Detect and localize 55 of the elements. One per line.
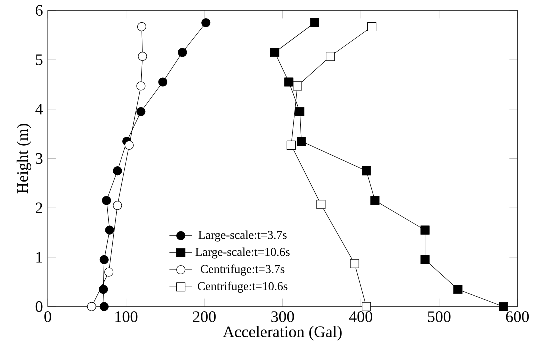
point: [100, 255, 109, 265]
point: [284, 78, 294, 87]
point: [100, 302, 109, 312]
point: [113, 201, 122, 210]
point: [362, 302, 372, 312]
x-tick-label: 0: [44, 312, 52, 322]
point: [350, 259, 360, 268]
y-tick-label: 4: [36, 104, 44, 115]
point: [286, 140, 296, 150]
point: [326, 52, 336, 62]
y-tick-label: 6: [36, 5, 43, 16]
y-tick-label: 2: [36, 202, 42, 214]
point: [136, 82, 146, 91]
x-tick-label: 500: [428, 312, 451, 322]
x-tick-label: 100: [116, 312, 138, 322]
x-tick-label: 200: [193, 312, 216, 322]
y-axis-title: Height (m): [16, 124, 32, 194]
point: [270, 48, 280, 58]
y-tick-label: 5: [36, 54, 43, 66]
x-tick-label: 400: [349, 312, 372, 322]
legend-label: Centrifuge:t=3.7s: [201, 264, 285, 276]
point: [316, 200, 326, 210]
point: [87, 302, 96, 312]
point: [104, 268, 114, 277]
point: [113, 166, 122, 176]
point: [297, 137, 306, 146]
point: [105, 226, 114, 235]
point: [138, 52, 148, 62]
point: [293, 82, 302, 91]
point: [499, 302, 508, 312]
point: [99, 285, 108, 294]
point: [137, 22, 146, 32]
point: [136, 107, 146, 116]
point: [454, 285, 463, 294]
y-tick-label: 0: [36, 302, 43, 312]
x-axis-title: Acceleration (Gal): [223, 326, 342, 341]
x-tick-label: 300: [272, 312, 294, 322]
point: [368, 22, 377, 32]
point: [158, 78, 168, 87]
point: [124, 140, 134, 150]
point: [362, 166, 372, 176]
y-tick-label: 3: [36, 153, 43, 164]
point: [296, 107, 305, 116]
point: [370, 196, 380, 206]
point: [420, 226, 430, 235]
legend-label: Centrifuge:t=10.6s: [198, 282, 288, 294]
legend-label: Large-scale:t=10.6s: [196, 248, 290, 259]
legend-label: Large-scale:t=3.7s: [198, 230, 287, 242]
x-tick-label: 600: [506, 312, 530, 322]
point: [202, 18, 211, 28]
point: [102, 196, 112, 206]
y-tick-label: 1: [36, 252, 42, 263]
point: [310, 18, 320, 28]
point: [178, 48, 188, 58]
point: [420, 255, 430, 265]
